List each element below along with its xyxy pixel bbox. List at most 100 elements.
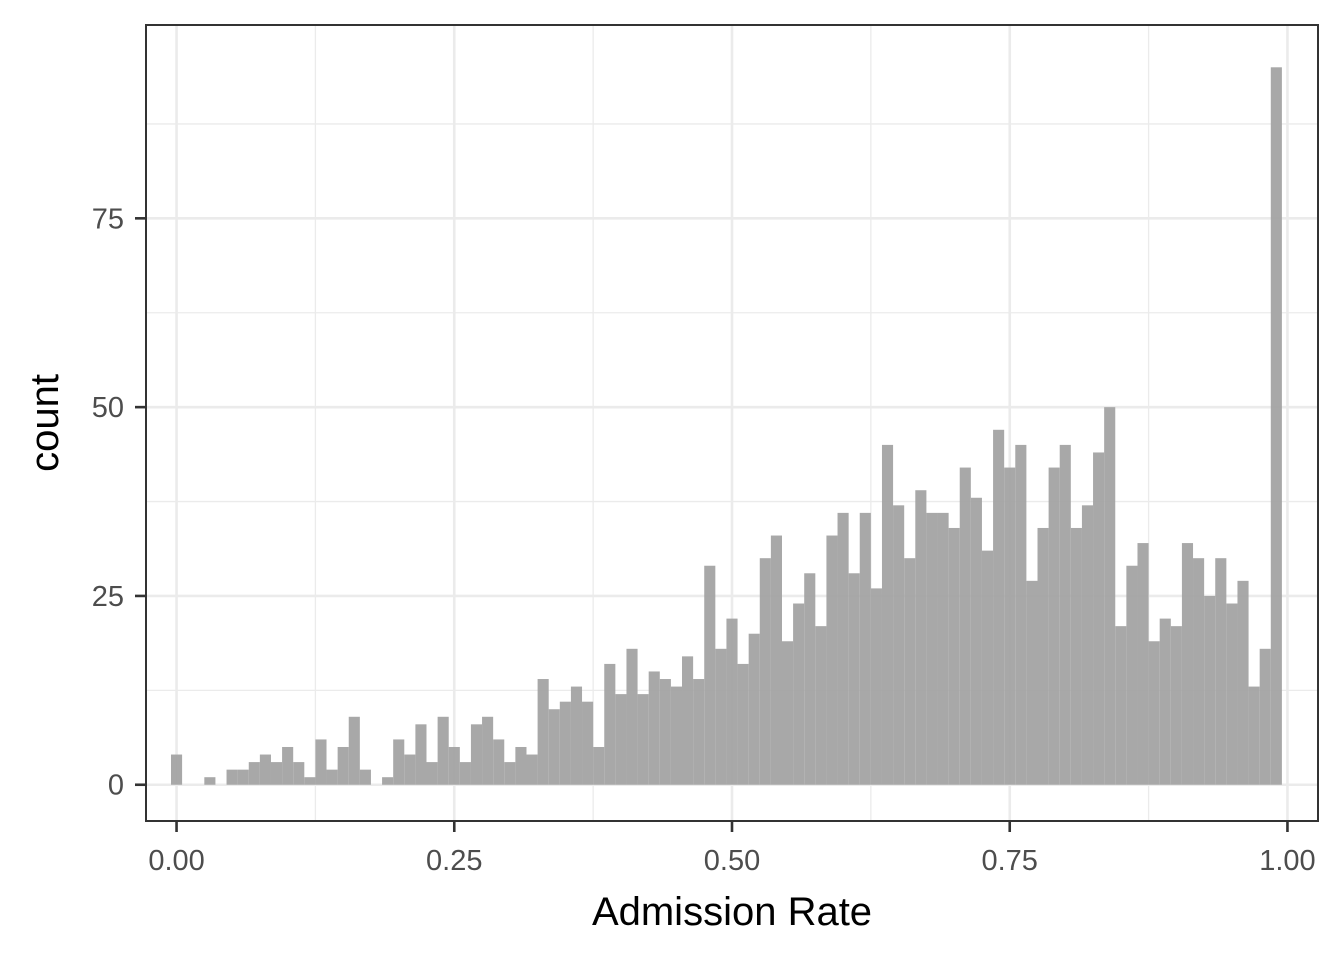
histogram-bar [993,429,1005,785]
histogram-bar [1037,527,1049,785]
x-tick-label: 0.25 [426,845,482,877]
histogram-bar [1026,580,1038,785]
histogram-bar [781,641,794,785]
histogram-bar [848,573,860,785]
histogram-bar [582,701,594,785]
y-tick-label: 25 [92,581,124,613]
histogram-bar [1126,565,1138,785]
histogram-bar [493,739,505,785]
histogram-bar [604,663,616,785]
histogram-bar [593,746,605,785]
histogram-bar [1159,618,1171,785]
histogram-bar [548,709,560,785]
histogram-bar [315,739,327,785]
x-tick-label: 0.75 [981,845,1037,877]
histogram-bar [748,633,760,785]
histogram-bar [1004,467,1016,785]
histogram-bar [770,535,782,785]
histogram-bar [204,777,216,785]
histogram-bar [1181,543,1194,785]
histogram-bar [559,701,571,785]
histogram-bar [881,444,894,785]
histogram-bar [459,762,471,785]
histogram-bar [537,679,549,785]
histogram-bar [482,716,494,785]
histogram-bar [259,754,271,785]
histogram-bar [959,467,971,785]
histogram-bar [1270,67,1282,785]
y-axis-title: count [23,374,67,472]
histogram-bar [1148,641,1160,785]
histogram-bar [382,777,394,785]
histogram-bar [1081,505,1094,785]
histogram-bar [759,558,771,785]
histogram-bar [637,694,649,785]
histogram-bar [926,512,938,785]
histogram-bar [237,769,249,785]
histogram-bar [704,565,716,785]
x-axis-ticks: 0.00 0.25 0.50 0.75 1.00 [148,821,1316,877]
y-axis-ticks: 0 25 50 75 [92,203,146,802]
histogram-bar [226,769,238,785]
histogram-bar [1204,595,1216,785]
histogram-bar [1215,558,1227,785]
histogram-bar [1104,407,1116,785]
histogram-bar [737,663,749,785]
histogram-bar [904,558,916,785]
histogram-bar [448,746,460,785]
histogram-bar [282,746,294,785]
histogram-bar [1059,444,1071,785]
histogram-bar [1237,580,1249,785]
histogram-bar [693,679,705,785]
histogram-bar [470,724,483,785]
histogram-bar [426,762,438,785]
histogram-bar [337,746,349,785]
histogram-bar [815,626,827,785]
histogram-bar [393,739,405,785]
histogram-bar [359,769,371,785]
histogram-bar [670,686,683,785]
y-tick-label: 75 [92,203,124,235]
histogram-bar [615,694,627,785]
histogram-bar [682,656,694,785]
histogram-bar [515,746,527,785]
histogram-bar [1170,626,1182,785]
bars [170,67,1282,785]
histogram-bar [1115,626,1127,785]
histogram-bar [1226,603,1238,785]
histogram-bar [726,618,738,785]
histogram-bar [1048,467,1060,785]
histogram-bar [648,671,660,785]
histogram-bar [715,648,727,785]
histogram-bar [326,769,338,785]
x-tick-label: 0.50 [704,845,760,877]
histogram-bar [826,535,838,785]
histogram-bar [793,603,805,785]
histogram-bar [1259,648,1271,785]
histogram-bar [626,648,638,785]
histogram-bar [1070,527,1082,785]
histogram-bar [915,490,927,785]
y-tick-label: 0 [108,770,124,802]
y-tick-label: 50 [92,392,124,424]
histogram-bar [404,754,416,785]
histogram-bar [1015,444,1027,785]
histogram-bar [248,762,260,785]
histogram-bar [970,497,982,785]
histogram-bar [1193,558,1205,785]
histogram-bar [304,777,316,785]
histogram-bar [270,762,283,785]
histogram-bar [570,686,583,785]
x-tick-label: 1.00 [1259,845,1315,877]
x-axis-title: Admission Rate [592,890,872,934]
x-tick-label: 0.00 [148,845,204,877]
histogram-bar [1137,543,1149,785]
histogram-bar [348,716,360,785]
histogram-bar [870,588,882,785]
histogram-bar [1093,452,1105,785]
histogram-bar [170,754,183,785]
histogram-bar [437,716,449,785]
histogram-bar [415,724,427,785]
histogram-bar [659,679,671,785]
